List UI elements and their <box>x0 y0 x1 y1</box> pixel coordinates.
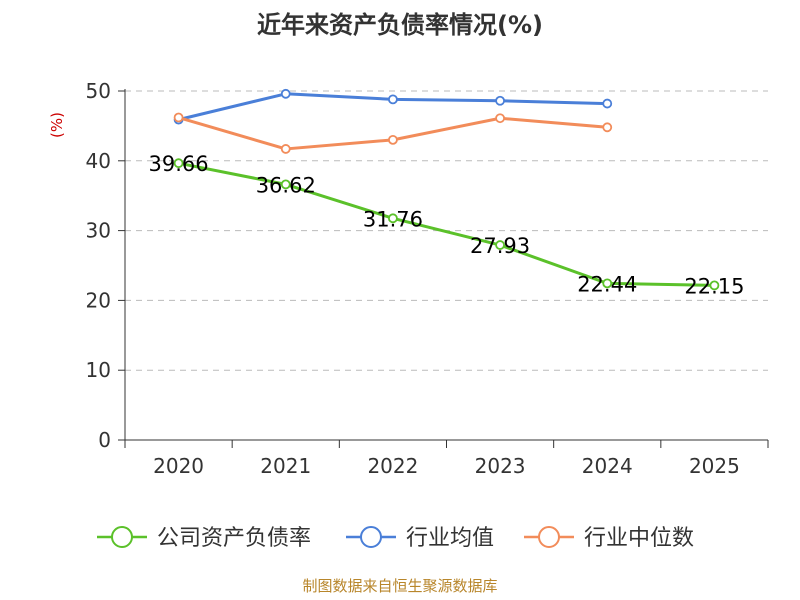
y-axis-unit: (%) <box>48 112 66 138</box>
legend-label: 公司资产负债率 <box>157 526 311 551</box>
data-point <box>173 158 184 169</box>
axes: 0 10 20 30 40 50 2020 2021 2022 2023 2024 2025 <box>86 79 769 478</box>
data-point <box>495 113 505 124</box>
data-point <box>495 95 505 106</box>
data-point <box>602 122 613 133</box>
data-label: 36.62 <box>256 173 316 197</box>
chart-title: 近年来资产负债率情况(%) <box>257 11 543 39</box>
legend-item-1[interactable]: 行业均值 <box>346 526 494 551</box>
legend-marker <box>360 526 382 548</box>
data-point <box>602 278 613 289</box>
data-point <box>280 88 291 99</box>
data-point <box>602 98 613 109</box>
legend-marker <box>538 526 560 548</box>
data-point <box>709 280 720 291</box>
data-label: 27.93 <box>470 234 530 258</box>
series-layer: 39.66 36.62 31.76 27.93 22.44 22.15 <box>149 88 744 298</box>
data-label: 22.15 <box>684 274 744 298</box>
series-2 <box>173 112 613 154</box>
series-0 <box>173 158 720 291</box>
y-tick-label: 10 <box>86 358 111 382</box>
data-label: 31.76 <box>363 207 423 231</box>
x-tick-label: 2022 <box>367 454 418 478</box>
data-point <box>173 112 184 123</box>
source-note: 制图数据来自恒生聚源数据库 <box>302 577 497 595</box>
y-tick-label: 0 <box>98 428 111 452</box>
data-point <box>280 179 291 190</box>
x-tick-label: 2021 <box>260 454 311 478</box>
data-point <box>388 213 398 224</box>
data-point <box>280 144 291 154</box>
x-tick-label: 2024 <box>582 454 633 478</box>
legend-label: 行业均值 <box>406 526 494 551</box>
legend-marker <box>111 526 133 548</box>
data-point <box>495 240 505 250</box>
legend: 公司资产负债率 行业均值 行业中位数 <box>97 526 694 551</box>
series-1 <box>173 88 613 125</box>
legend-item-2[interactable]: 行业中位数 <box>524 526 694 551</box>
data-point <box>388 134 398 145</box>
x-tick-label: 2023 <box>475 454 526 478</box>
data-label: 39.66 <box>149 152 209 176</box>
y-tick-label: 50 <box>86 79 111 103</box>
series-line <box>178 161 715 287</box>
legend-label: 行业中位数 <box>584 526 694 551</box>
x-tick-label: 2020 <box>153 454 204 478</box>
x-tick-label: 2025 <box>689 454 740 478</box>
data-label: 22.44 <box>577 272 637 296</box>
y-tick-label: 20 <box>86 288 111 312</box>
y-tick-label: 40 <box>86 149 111 173</box>
legend-item-0[interactable]: 公司资产负债率 <box>97 526 311 551</box>
y-tick-label: 30 <box>86 219 111 243</box>
data-point <box>388 94 398 105</box>
